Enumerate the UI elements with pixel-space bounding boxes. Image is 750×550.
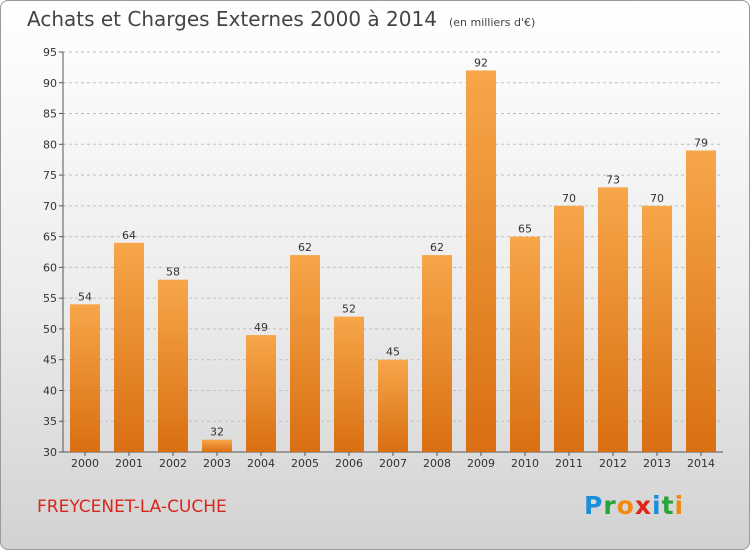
bar-value-label: 62 [430, 241, 444, 254]
x-tick-label: 2005 [291, 457, 319, 470]
bar [554, 205, 584, 452]
logo-letter: x [634, 491, 652, 520]
y-tick-label: 30 [43, 446, 57, 459]
y-tick-label: 60 [43, 261, 57, 274]
bar [158, 279, 188, 452]
bar-value-label: 45 [386, 346, 400, 359]
x-tick-label: 2012 [599, 457, 627, 470]
labels: 30 35 40 45 50 55 60 65 70 75 80 85 90 95 2000 54 2001 64… [43, 46, 715, 470]
x-tick-label: 2000 [71, 457, 99, 470]
logo-letter: i [674, 491, 685, 520]
logo-letter: t [661, 491, 675, 520]
bar [202, 439, 232, 452]
y-tick-label: 75 [43, 169, 57, 182]
logo-letter: i [652, 491, 662, 520]
x-tick-label: 2006 [335, 457, 363, 470]
bar-value-label: 70 [562, 192, 576, 205]
bar-value-label: 52 [342, 303, 356, 316]
y-tick-label: 70 [43, 200, 57, 213]
bar-value-label: 65 [518, 223, 532, 236]
y-tick-label: 40 [43, 384, 57, 397]
x-tick-label: 2011 [555, 457, 583, 470]
bar-value-label: 32 [210, 426, 224, 439]
bar-value-label: 62 [298, 241, 312, 254]
bar [422, 255, 452, 452]
x-tick-label: 2003 [203, 457, 231, 470]
chart-title: Achats et Charges Externes 2000 à 2014 [27, 7, 437, 31]
bar-value-label: 92 [474, 56, 488, 69]
bar [246, 335, 276, 452]
y-tick-label: 80 [43, 138, 57, 151]
bar [114, 242, 144, 452]
proxiti-logo[interactable]: Proxiti [584, 491, 684, 520]
bar [686, 150, 716, 452]
logo-letter: P [584, 491, 604, 520]
bar [70, 304, 100, 452]
x-tick-label: 2010 [511, 457, 539, 470]
y-tick-label: 45 [43, 354, 57, 367]
y-tick-label: 50 [43, 323, 57, 336]
commune-name: FREYCENET-LA-CUCHE [37, 497, 227, 517]
bars [70, 70, 716, 452]
bar-value-label: 58 [166, 266, 180, 279]
chart-unit: (en milliers d'€) [448, 16, 536, 29]
y-tick-label: 35 [43, 415, 57, 428]
y-tick-label: 95 [43, 46, 57, 59]
x-tick-label: 2009 [467, 457, 495, 470]
x-tick-label: 2008 [423, 457, 451, 470]
y-tick-label: 55 [43, 292, 57, 305]
bar-value-label: 79 [694, 136, 708, 149]
bar [290, 255, 320, 452]
bar-value-label: 73 [606, 173, 620, 186]
bar [598, 187, 628, 452]
x-tick-label: 2013 [643, 457, 671, 470]
bar-value-label: 70 [650, 192, 664, 205]
bar-value-label: 64 [122, 229, 136, 242]
chart-title-block: Achats et Charges Externes 2000 à 2014 (e… [27, 7, 535, 31]
x-tick-label: 2001 [115, 457, 143, 470]
bar [378, 359, 408, 452]
bar-value-label: 54 [78, 290, 92, 303]
x-tick-label: 2004 [247, 457, 275, 470]
logo-letter: r [603, 491, 617, 520]
bar [466, 70, 496, 452]
logo-letter: o [616, 491, 635, 520]
y-tick-label: 85 [43, 108, 57, 121]
x-tick-label: 2014 [687, 457, 715, 470]
bar [642, 205, 672, 452]
bar [510, 236, 540, 452]
x-tick-label: 2007 [379, 457, 407, 470]
y-tick-label: 90 [43, 77, 57, 90]
x-tick-label: 2002 [159, 457, 187, 470]
y-tick-label: 65 [43, 231, 57, 244]
bar-value-label: 49 [254, 321, 268, 334]
bar [334, 316, 364, 452]
